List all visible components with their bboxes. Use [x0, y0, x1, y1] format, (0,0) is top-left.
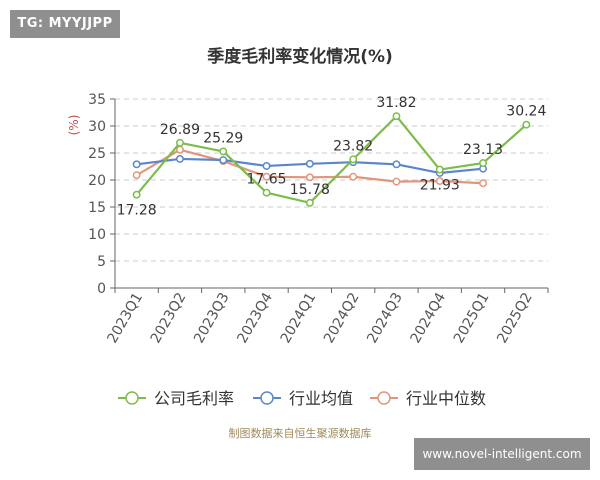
series-layer — [132, 112, 531, 207]
data-point — [479, 159, 487, 168]
data-point — [479, 179, 487, 188]
data-label: 17.65 — [247, 172, 287, 188]
legend-marker — [377, 391, 391, 405]
legend-label: 公司毛利率 — [154, 389, 234, 408]
y-tick-label: 10 — [88, 227, 106, 243]
y-tick-label: 30 — [88, 119, 106, 135]
x-tick-label: 2023Q2 — [148, 290, 190, 346]
y-axis-label: (%) — [67, 115, 81, 136]
data-label: 23.13 — [463, 142, 503, 158]
x-tick-label: 2025Q1 — [451, 290, 493, 346]
legend: 公司毛利率 行业均值 行业中位数 — [118, 389, 486, 408]
x-tick-label: 2024Q1 — [278, 290, 320, 346]
x-tick-label: 2023Q4 — [234, 290, 276, 346]
data-point — [132, 171, 141, 180]
data-point — [305, 173, 314, 182]
source-note: 制图数据来自恒生聚源数据库 — [229, 426, 372, 440]
x-tick-label: 2024Q3 — [364, 290, 406, 346]
data-label: 30.24 — [506, 104, 546, 120]
data-label: 31.82 — [376, 95, 416, 111]
data-point — [392, 112, 401, 121]
y-tick-label: 35 — [88, 92, 106, 108]
legend-marker — [260, 391, 274, 405]
x-tick-label: 2024Q4 — [408, 290, 450, 346]
data-label: 21.93 — [420, 178, 460, 194]
grid-lines — [115, 98, 548, 262]
data-label: 23.82 — [333, 138, 373, 154]
x-tick-label: 2023Q3 — [191, 290, 233, 346]
series-1 — [132, 154, 487, 177]
legend-item-1: 行业均值 — [253, 389, 353, 408]
data-point — [132, 160, 141, 169]
data-point — [349, 172, 358, 181]
legend-item-2: 行业中位数 — [370, 389, 486, 408]
x-tick-label: 2025Q2 — [494, 290, 536, 346]
legend-item-0: 公司毛利率 — [118, 389, 234, 408]
x-tick-label: 2023Q1 — [104, 290, 146, 346]
data-point — [522, 120, 531, 129]
data-label: 17.28 — [117, 203, 157, 219]
y-tick-label: 20 — [88, 173, 106, 189]
chart-title: 季度毛利率变化情况(%) — [207, 46, 393, 67]
data-point — [392, 160, 401, 169]
series-0 — [132, 112, 531, 207]
y-tick-label: 5 — [97, 254, 106, 270]
legend-label: 行业均值 — [289, 389, 353, 408]
y-tick-label: 15 — [88, 200, 106, 216]
data-point — [132, 190, 141, 199]
data-point — [262, 172, 271, 181]
data-point — [435, 165, 444, 174]
data-label: 15.78 — [290, 182, 330, 198]
data-point — [349, 155, 358, 164]
legend-label: 行业中位数 — [406, 389, 486, 408]
data-point — [176, 154, 184, 163]
watermark-top-left: TG: MYYJJPP — [10, 10, 120, 38]
data-label: 25.29 — [203, 130, 243, 146]
watermark-bottom-right: www.novel-intelligent.com — [414, 438, 590, 470]
data-point — [219, 156, 228, 164]
data-label: 26.89 — [160, 122, 200, 138]
data-point — [262, 162, 271, 170]
x-tick-label: 2024Q2 — [321, 290, 363, 346]
y-tick-label: 25 — [88, 146, 106, 162]
legend-marker — [125, 391, 139, 405]
data-point — [435, 177, 444, 186]
data-point — [176, 138, 184, 147]
y-tick-label: 0 — [97, 281, 106, 297]
data-point — [176, 145, 184, 154]
data-point — [392, 177, 401, 186]
data-point — [219, 147, 228, 156]
data-point — [305, 159, 314, 168]
data-point — [305, 198, 314, 207]
data-point — [262, 188, 271, 197]
series-line — [135, 115, 528, 204]
